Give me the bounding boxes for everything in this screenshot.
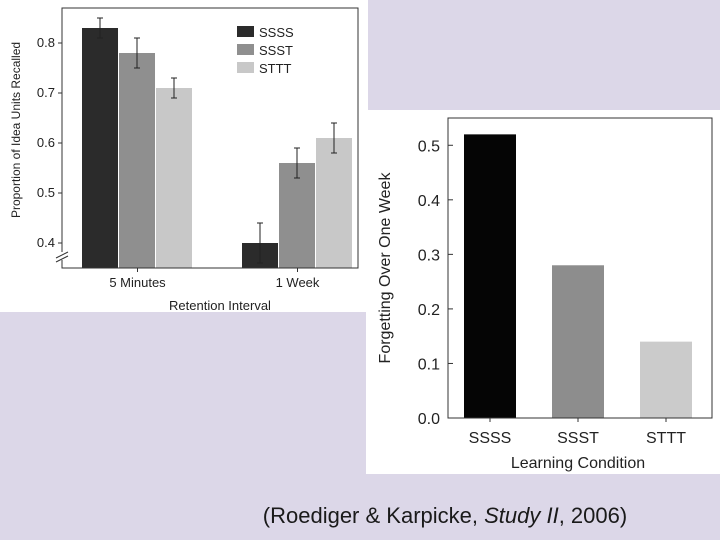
recall-bar-sttt-1 bbox=[316, 138, 352, 268]
forgetting-y-tick-label: 0.2 bbox=[418, 302, 440, 319]
forgetting-x-tick-label: STTT bbox=[646, 430, 686, 447]
forgetting-y-tick-label: 0.4 bbox=[418, 193, 440, 210]
recall-y-tick-label: 0.8 bbox=[37, 35, 55, 50]
recall-y-tick-label: 0.7 bbox=[37, 85, 55, 100]
forgetting-y-tick-label: 0.0 bbox=[418, 411, 440, 428]
recall-x-axis-label: Retention Interval bbox=[169, 298, 271, 312]
recall-plot-frame bbox=[61, 7, 359, 269]
chart-forgetting: 0.0 0.1 0.2 0.3 0.4 0.5 SSSS SSST STTT Learning… bbox=[377, 117, 713, 472]
recall-y-axis-label: Proportion of Idea Units Recalled bbox=[9, 42, 23, 218]
forgetting-y-tick-label: 0.3 bbox=[418, 247, 440, 264]
recall-y-tick-label: 0.5 bbox=[37, 185, 55, 200]
forgetting-x-tick-label: SSST bbox=[557, 430, 599, 447]
forgetting-bar-ssss bbox=[464, 134, 516, 418]
recall-axis-break-gap bbox=[58, 252, 66, 260]
legend-swatch-ssst bbox=[237, 44, 254, 55]
forgetting-y-axis-label: Forgetting Over One Week bbox=[377, 172, 394, 364]
legend-swatch-sttt bbox=[237, 62, 254, 73]
chart-recall-panel: 0.4 0.5 0.6 0.7 0.8 5 Minutes 1 Week SSSS SSST… bbox=[0, 0, 368, 312]
legend-swatch-ssss bbox=[237, 26, 254, 37]
forgetting-bar-sttt bbox=[640, 341, 692, 418]
citation-suffix: , 2006) bbox=[558, 503, 628, 528]
recall-bar-sttt-0 bbox=[156, 88, 192, 268]
legend-label-ssst: SSST bbox=[259, 43, 293, 58]
recall-bar-ssst-1 bbox=[279, 163, 315, 268]
citation-title: Study II bbox=[484, 503, 559, 528]
forgetting-y-tick-label: 0.1 bbox=[418, 356, 440, 373]
recall-y-tick-label: 0.4 bbox=[37, 235, 55, 250]
forgetting-x-axis-label: Learning Condition bbox=[511, 455, 645, 472]
recall-x-tick-label: 5 Minutes bbox=[109, 275, 166, 290]
forgetting-bar-ssst bbox=[552, 265, 604, 418]
chart-recall: 0.4 0.5 0.6 0.7 0.8 5 Minutes 1 Week SSSS SSST… bbox=[9, 7, 359, 312]
citation: (Roediger & Karpicke, Study II, 2006) bbox=[0, 503, 720, 529]
recall-y-tick-label: 0.6 bbox=[37, 135, 55, 150]
recall-bar-ssss-0 bbox=[82, 28, 118, 268]
legend-label-ssss: SSSS bbox=[259, 25, 294, 40]
recall-axis-break bbox=[55, 251, 69, 259]
forgetting-x-tick-label: SSSS bbox=[469, 430, 512, 447]
legend-label-sttt: STTT bbox=[259, 61, 292, 76]
forgetting-y-tick-label: 0.5 bbox=[418, 138, 440, 155]
citation-prefix: (Roediger & Karpicke, bbox=[262, 503, 485, 528]
recall-axis-break bbox=[55, 255, 69, 263]
forgetting-plot-frame bbox=[447, 117, 713, 419]
chart-forgetting-panel: 0.0 0.1 0.2 0.3 0.4 0.5 SSSS SSST STTT Learning… bbox=[366, 110, 720, 474]
recall-x-tick-label: 1 Week bbox=[276, 275, 320, 290]
recall-bar-ssst-0 bbox=[119, 53, 155, 268]
